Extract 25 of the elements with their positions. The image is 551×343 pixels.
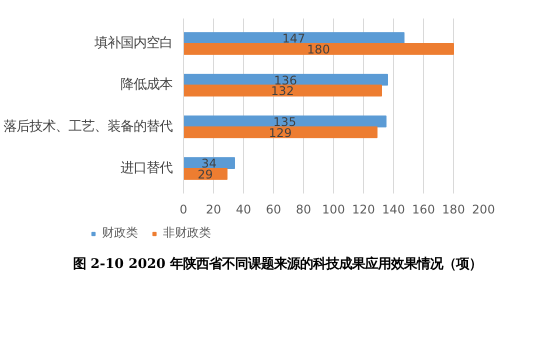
- x-tick-label: 60: [266, 202, 282, 216]
- bar: [184, 116, 386, 128]
- legend-label: 财政类: [102, 224, 138, 242]
- x-tick-label: 180: [442, 202, 465, 216]
- bar: [184, 84, 382, 96]
- y-tick-label: 降低成本: [120, 78, 172, 93]
- bar: [184, 126, 378, 138]
- x-tick-label: 40: [236, 202, 252, 216]
- x-tick-label: 0: [180, 202, 188, 216]
- bar: [184, 32, 404, 44]
- x-tick-label: 100: [322, 202, 345, 216]
- data-label: 147: [282, 32, 306, 46]
- data-label: 180: [307, 42, 330, 56]
- y-tick-label: 落后技术、工艺、装备的替代: [4, 119, 172, 134]
- text: 图 2-10 2020 年陕西省不同课题来源的科技成果应用效果情况（项）: [72, 255, 484, 273]
- x-tick-label: 80: [296, 202, 312, 216]
- x-tick-label: 160: [412, 202, 435, 216]
- x-tick-label: 120: [352, 202, 375, 216]
- y-tick-label: 填补国内空白: [94, 36, 172, 51]
- x-tick-label: 20: [206, 202, 222, 216]
- x-tick-label: 140: [382, 202, 405, 216]
- y-tick-label: 进口替代: [120, 161, 172, 176]
- x-tick-label: 200: [472, 202, 495, 216]
- bar: [184, 43, 454, 55]
- legend-label: 非财政类: [163, 224, 211, 242]
